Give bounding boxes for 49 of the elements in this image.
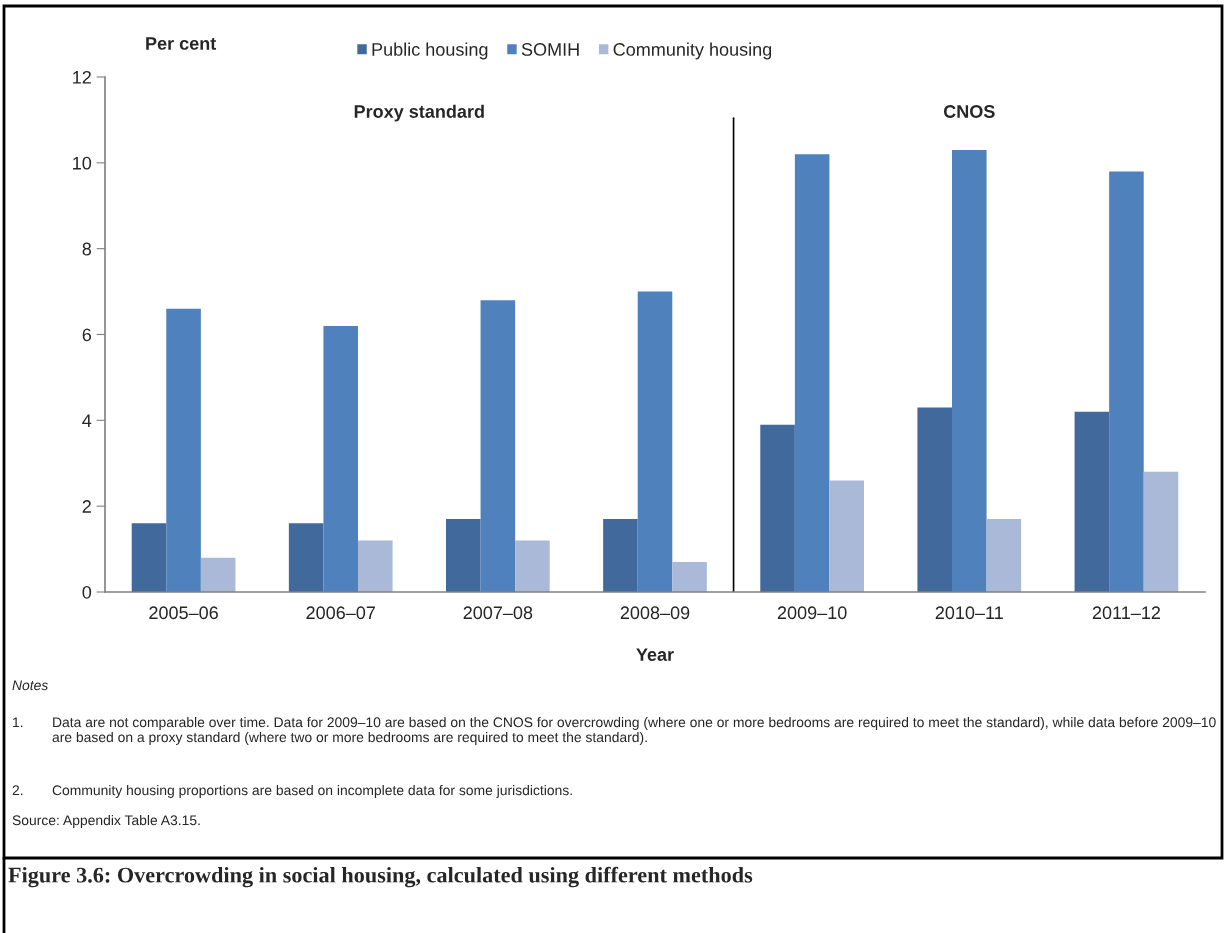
y-tick-label: 2: [82, 500, 91, 513]
y-tick-label: 0: [82, 585, 92, 599]
bar: [515, 540, 550, 592]
bar: [323, 325, 358, 592]
text: Data are not comparable over time. Data for 2009–10 are based on the CNOS for overcrowding (where one or more bedrooms are required to meet the standard), while data before 2009–10 are based on a proxy standard (where two or more bedrooms are required to meet the standard).: [52, 717, 1216, 745]
bar: [672, 561, 707, 592]
bar: [637, 291, 673, 592]
x-axis-title: Year: [636, 648, 674, 661]
bar: [829, 480, 864, 592]
bar: [917, 407, 952, 592]
bar: [131, 523, 167, 592]
text: Figure 3.6: Overcrowding in social housing, calculated using different methods: [8, 866, 753, 888]
x-tick-label: 2009–10: [777, 606, 847, 620]
x-tick-label: 2007–08: [463, 606, 533, 620]
bar: [794, 154, 830, 592]
bar: [760, 424, 795, 592]
x-tick-label: 2008–09: [620, 606, 690, 620]
x-tick-label: 2006–07: [306, 606, 375, 620]
y-tick-label: 4: [82, 414, 92, 427]
bar: [200, 557, 236, 592]
bar: [1109, 171, 1144, 592]
text: Notes: [12, 680, 48, 691]
bar: [446, 519, 481, 592]
bar: [166, 308, 201, 592]
legend-label: SOMIH: [521, 43, 579, 56]
bar: [986, 519, 1022, 592]
y-tick-label: 6: [82, 328, 92, 342]
y-axis-title: Per cent: [146, 37, 217, 50]
annotation: Proxy standard: [354, 104, 484, 122]
bar: [288, 523, 324, 592]
text: 1.: [13, 717, 23, 728]
annotation: CNOS: [943, 105, 995, 118]
text: 2.: [12, 785, 23, 796]
source-note: Source: Appendix Table A3.15.: [12, 815, 200, 828]
bar: [1074, 411, 1110, 592]
x-tick-label: 2005–06: [149, 606, 218, 620]
y-tick-label: 12: [73, 70, 91, 84]
bar: [358, 540, 393, 592]
x-tick-label: 2010–11: [935, 606, 1003, 620]
legend-label: Public housing: [372, 42, 488, 60]
bar: [952, 149, 987, 592]
bar: [1143, 471, 1179, 592]
x-tick-label: 2011–12: [1092, 606, 1161, 620]
bar: [603, 519, 638, 592]
y-tick-label: 10: [73, 156, 92, 170]
y-tick-label: 8: [82, 242, 92, 256]
text: Community housing proportions are based on incomplete data for some jurisdictions.: [52, 785, 572, 798]
legend-label: Community housing: [613, 42, 772, 60]
bar: [480, 300, 516, 592]
